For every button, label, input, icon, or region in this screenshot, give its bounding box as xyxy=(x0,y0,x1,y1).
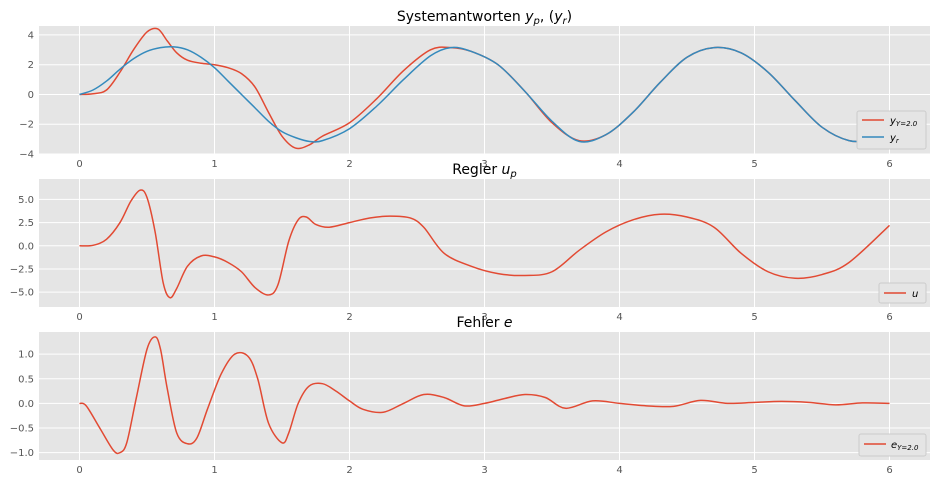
y-tick-label: 0.5 xyxy=(18,374,34,385)
grid-error xyxy=(39,332,930,460)
series-controller xyxy=(79,189,891,299)
x-tick-label: 4 xyxy=(616,159,622,170)
x-tick-label: 0 xyxy=(76,465,82,476)
x-tick-label: 6 xyxy=(886,312,892,323)
y-tick-label: 0 xyxy=(28,90,34,101)
legend-system-responses: yY=2.0 yr xyxy=(856,110,927,150)
series-error xyxy=(79,336,890,455)
x-tick-label: 4 xyxy=(616,312,622,323)
legend-label-y-r: yr xyxy=(889,133,900,145)
grid-system-responses xyxy=(39,26,930,155)
legend-box xyxy=(858,433,927,457)
series-line-2-0 xyxy=(79,336,890,455)
grid-controller xyxy=(39,179,930,307)
x-tick-label: 3 xyxy=(481,465,487,476)
x-tick-label: 6 xyxy=(886,465,892,476)
panel-controller: Regler up 0 1 2 3 4 5 6 −5.0 −2.5 0.0 2.5 5.0 u xyxy=(10,162,930,323)
y-tick-label: 2.5 xyxy=(18,218,34,229)
y-tick-label: 0.0 xyxy=(18,399,34,410)
ticks-system-responses: 0 1 2 3 4 5 6 −4 −2 0 2 4 xyxy=(19,30,892,170)
ticks-error: 0 1 2 3 4 5 6 −1.0 −0.5 0.0 0.5 1.0 xyxy=(10,350,893,476)
legend-label-u: u xyxy=(912,289,918,300)
chart-title-controller: Regler up xyxy=(452,162,517,180)
x-tick-label: 1 xyxy=(211,159,217,170)
x-tick-label: 2 xyxy=(346,465,352,476)
y-tick-label: −0.5 xyxy=(10,424,34,435)
y-tick-label: 5.0 xyxy=(18,195,34,206)
y-tick-label: −1.0 xyxy=(10,448,34,459)
ticks-controller: 0 1 2 3 4 5 6 −5.0 −2.5 0.0 2.5 5.0 xyxy=(10,195,893,323)
x-tick-label: 3 xyxy=(481,159,487,170)
x-tick-label: 3 xyxy=(481,312,487,323)
x-tick-label: 1 xyxy=(211,312,217,323)
panel-system-responses: Systemantworten yp, (yr) 0 1 2 3 4 5 6−4−2024 … xyxy=(19,9,930,170)
y-tick-label: 1.0 xyxy=(18,350,34,361)
x-tick-label: 5 xyxy=(751,159,757,170)
x-tick-label: 0 xyxy=(76,159,82,170)
series-line-1-0 xyxy=(79,189,891,299)
x-tick-label: 2 xyxy=(346,312,352,323)
x-tick-label: 5 xyxy=(751,312,757,323)
x-tick-label: 4 xyxy=(616,465,622,476)
x-tick-label: 0 xyxy=(76,312,82,323)
series-system-responses xyxy=(79,27,890,150)
series-line-0-1 xyxy=(79,45,890,143)
y-tick-label: 0.0 xyxy=(18,241,34,252)
x-tick-label: 1 xyxy=(211,465,217,476)
y-tick-label: −4 xyxy=(19,150,34,161)
y-tick-label: 2 xyxy=(28,60,34,71)
x-tick-label: 6 xyxy=(886,159,892,170)
y-tick-label: −2.5 xyxy=(10,264,34,275)
x-tick-label: 2 xyxy=(346,159,352,170)
y-tick-label: −5.0 xyxy=(10,288,34,299)
y-tick-label: 4 xyxy=(28,30,34,41)
legend-error: eY=2.0 xyxy=(858,433,927,457)
chart-title-error: Fehler e xyxy=(456,315,512,331)
legend-controller: u xyxy=(878,282,927,304)
panel-error: Fehler e 0 1 2 3 4 5 6 −1.0 −0.5 0.0 0.5 1.0 eY=2.0 xyxy=(10,315,930,476)
chart-title-system-responses: Systemantworten yp, (yr) xyxy=(397,9,572,27)
x-tick-label: 5 xyxy=(751,465,757,476)
y-tick-label: −2 xyxy=(19,120,34,131)
